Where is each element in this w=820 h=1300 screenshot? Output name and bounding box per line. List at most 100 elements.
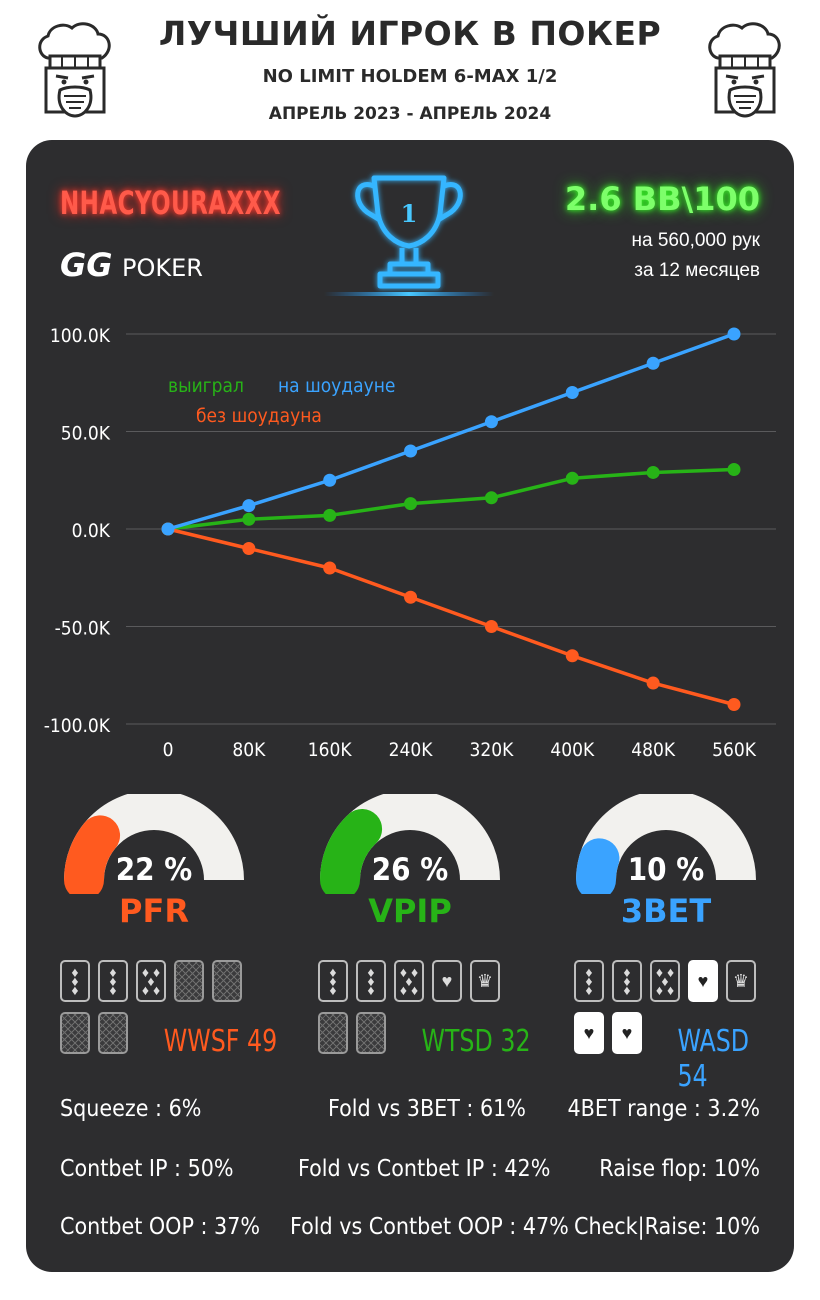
stat-check-raise: Check|Raise: 10% <box>574 1214 760 1240</box>
chef-king-mascot-icon <box>708 22 781 118</box>
stat-contbet-oop: Contbet OOP : 37% <box>60 1214 261 1240</box>
x-tick-label: 160K <box>308 739 353 761</box>
data-point <box>323 473 337 487</box>
cards-3bet: ♦ ♦ ♦ ♦ ♦ ♦ ♦ ♦ ♦ ♦ ♦ ♥ ♛ ♥ ♥ <box>574 958 784 1068</box>
card-icon: ♦ ♦ ♦ <box>60 960 90 1002</box>
data-point <box>565 386 579 399</box>
card-back-icon <box>318 1012 348 1054</box>
gauge-arc <box>64 790 244 900</box>
data-point <box>404 590 418 604</box>
crown-card-icon: ♛ <box>470 960 500 1002</box>
x-tick-label: 240K <box>389 739 434 761</box>
win-rate: 2.6 BB\100 <box>564 180 760 218</box>
heart-card-icon: ♥ <box>574 1012 604 1054</box>
data-point <box>242 542 256 555</box>
card-icon: ♦ ♦ ♦ <box>98 960 128 1002</box>
trophy-icon: 1 <box>324 175 494 296</box>
hands-count: на 560,000 рук <box>631 230 760 251</box>
card-icon: ♦ ♦ ♦ <box>612 960 642 1002</box>
wtsd-stat: WTSD 32 <box>421 1024 531 1059</box>
x-tick-label: 560K <box>712 739 757 761</box>
stat-fold-vs-contbet-oop: Fold vs Contbet OOP : 47% <box>290 1214 569 1240</box>
player-name: NHACYOURAXXX <box>60 184 281 222</box>
data-point <box>404 444 418 458</box>
data-point <box>727 463 741 477</box>
chart-grid <box>126 333 776 725</box>
x-tick-label: 0 <box>163 739 174 761</box>
period: АПРЕЛЬ 2023 - АПРЕЛЬ 2024 <box>268 104 552 124</box>
series-line <box>167 332 735 531</box>
card-icon: ♦ ♦ ♦ ♦ ♦ <box>136 960 166 1002</box>
header: ЛУЧШИЙ ИГРОК В ПОКЕР NO LIMIT HOLDEM 6-M… <box>0 0 820 140</box>
data-point <box>565 471 579 485</box>
card-back-icon <box>356 1012 386 1054</box>
gauge-label: VPIP <box>368 892 452 930</box>
chart-legend: выиграл на шоудауне без шоудауна <box>168 375 395 427</box>
card-icon: ♦ ♦ ♦ ♦ ♦ <box>650 960 680 1002</box>
stats-card: NHACYOURAXXX GG POKER 1 2.6 BB\ <box>26 140 794 1272</box>
gauge-vpip: 26 % VPIP <box>310 790 510 944</box>
page-title: ЛУЧШИЙ ИГРОК В ПОКЕР <box>158 14 662 53</box>
data-point <box>484 491 498 505</box>
data-point <box>242 499 256 513</box>
gauge-percent: 10 % <box>627 852 705 888</box>
gauge-fill <box>64 815 121 900</box>
legend-entry: выиграл <box>168 375 244 397</box>
gauge-fill <box>320 808 383 900</box>
x-tick-label: 480K <box>631 739 676 761</box>
card-back-icon <box>174 960 204 1002</box>
cards-pfr: ♦ ♦ ♦ ♦ ♦ ♦ ♦ ♦ ♦ ♦ ♦ <box>60 958 270 1068</box>
x-tick-label: 400K <box>550 739 595 761</box>
card-back-icon <box>98 1012 128 1054</box>
stat-4bet-range: 4BET range : 3.2% <box>567 1096 760 1122</box>
gg-logo-mark: GG <box>60 246 113 282</box>
card-icon: ♦ ♦ ♦ <box>574 960 604 1002</box>
gauge-label: PFR <box>119 892 189 930</box>
data-point <box>161 522 175 536</box>
y-tick-label: -50.0K <box>55 618 111 640</box>
cards-vpip: ♦ ♦ ♦ ♦ ♦ ♦ ♦ ♦ ♦ ♦ ♦ ♥ ♛ <box>318 958 528 1068</box>
gauge-3bet: 10 % 3BET <box>566 790 766 944</box>
x-tick-label: 80K <box>232 739 266 761</box>
x-tick-label: 320K <box>470 739 515 761</box>
legend-entry: на шоудауне <box>278 375 395 397</box>
card-icon: ♦ ♦ ♦ <box>318 960 348 1002</box>
card-icon: ♦ ♦ ♦ ♦ ♦ <box>394 960 424 1002</box>
crown-card-icon: ♛ <box>726 960 756 1002</box>
data-point <box>646 676 660 690</box>
stat-fold-vs-contbet-ip: Fold vs Contbet IP : 42% <box>298 1156 551 1182</box>
poker-logo-text: POKER <box>122 254 203 282</box>
chart-series <box>161 327 741 711</box>
data-point <box>323 561 337 575</box>
data-point <box>484 620 498 633</box>
data-point <box>323 508 337 522</box>
heart-card-icon: ♥ <box>432 960 462 1002</box>
chef-king-mascot-icon <box>38 22 111 118</box>
data-point <box>565 649 579 663</box>
data-point <box>646 465 660 479</box>
game-format: NO LIMIT HOLDEM 6-MAX 1/2 <box>262 66 558 87</box>
series-line <box>167 527 735 707</box>
stat-fold-vs-3bet: Fold vs 3BET : 61% <box>328 1096 526 1122</box>
series-line <box>167 467 735 531</box>
wwsf-stat: WWSF 49 <box>163 1024 278 1059</box>
ggpoker-logo: GG POKER <box>60 246 203 282</box>
card-icon: ♦ ♦ ♦ <box>356 960 386 1002</box>
y-tick-label: 0.0K <box>72 520 111 542</box>
x-axis-ticks: 0 80K 160K 240K 320K 400K 480K 560K <box>163 739 757 761</box>
stat-contbet-ip: Contbet IP : 50% <box>60 1156 234 1182</box>
heart-card-icon: ♥ <box>688 960 718 1002</box>
y-tick-label: 50.0K <box>61 423 111 445</box>
data-point <box>727 327 741 341</box>
data-point <box>484 415 498 429</box>
stat-squeeze: Squeeze : 6% <box>60 1096 202 1122</box>
data-point <box>242 512 256 526</box>
card-back-icon <box>212 960 242 1002</box>
trophy-rank: 1 <box>401 199 418 228</box>
gauge-percent: 22 % <box>115 852 193 888</box>
data-point <box>727 698 741 711</box>
data-point <box>404 497 418 511</box>
gauge-label: 3BET <box>620 892 712 930</box>
y-axis-ticks: 100.0K 50.0K 0.0K -50.0K -100.0K <box>44 325 111 737</box>
legend-entry: без шоудауна <box>196 405 322 427</box>
